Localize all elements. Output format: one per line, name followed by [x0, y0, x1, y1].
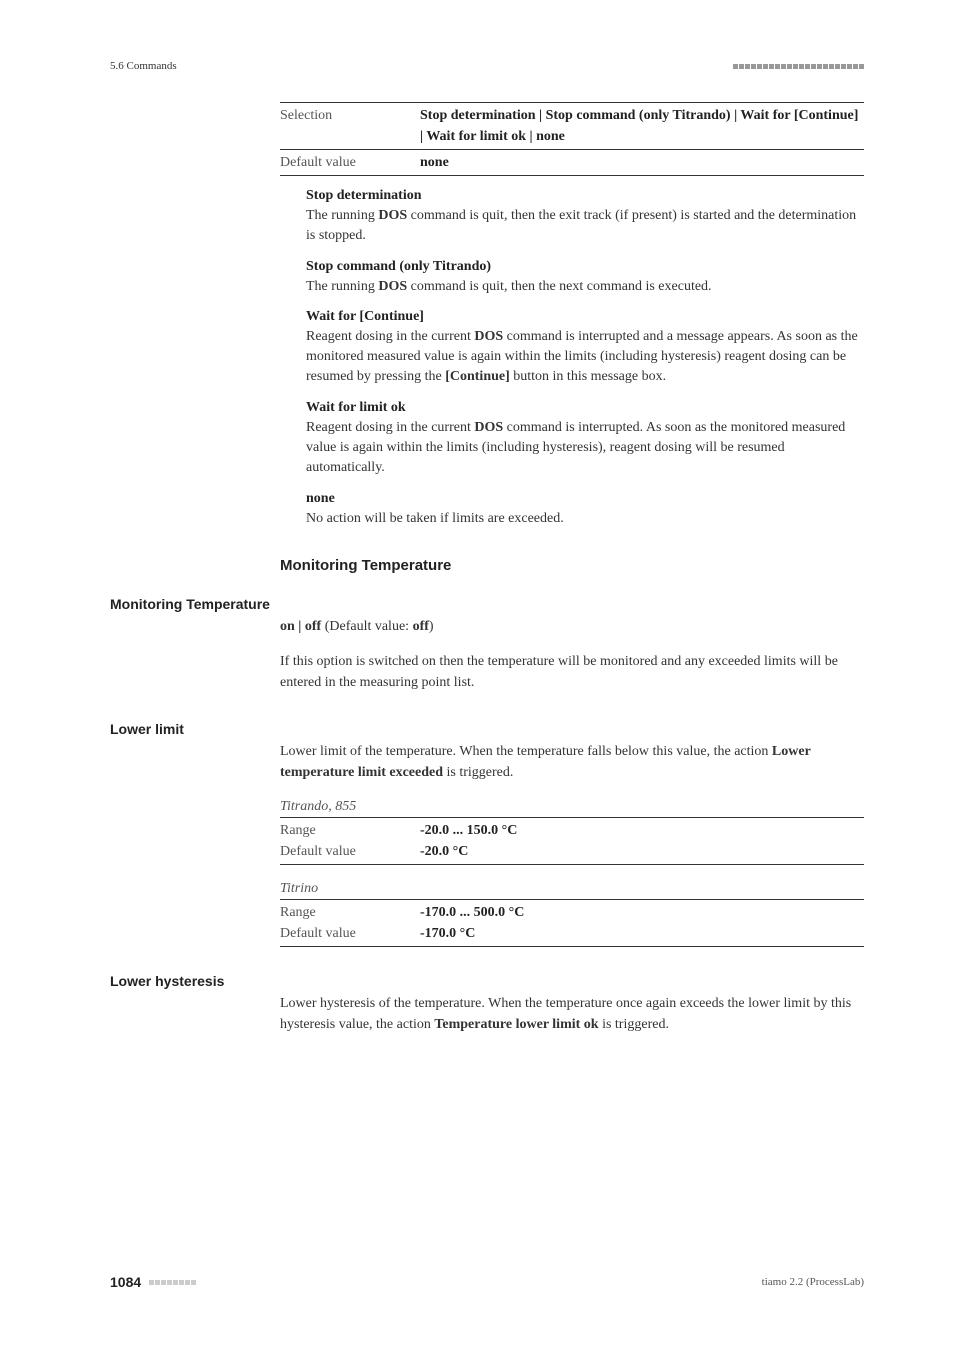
selection-row: Selection Stop determination | Stop comm… [280, 105, 864, 147]
table-divider [280, 102, 864, 103]
default-value: none [420, 152, 864, 173]
page-number: 1084 [110, 1274, 141, 1290]
footer-product: tiamo 2.2 (ProcessLab) [762, 1276, 864, 1288]
monitoring-temp-field: Monitoring Temperature on | off (Default… [110, 592, 864, 693]
lower-hysteresis-field: Lower hysteresis Lower hysteresis of the… [110, 969, 864, 1035]
definition-desc: The running DOS command is quit, then th… [306, 277, 864, 297]
monitoring-heading: Monitoring Temperature [280, 557, 864, 574]
definition-block: Stop determination The running DOS comma… [306, 188, 864, 247]
lower-limit-desc: Lower limit of the temperature. When the… [280, 741, 864, 783]
selection-label: Selection [280, 105, 420, 147]
definition-block: none No action will be taken if limits a… [306, 491, 864, 529]
device-name: Titrino [280, 881, 864, 897]
definition-desc: Reagent dosing in the current DOS comman… [306, 327, 864, 388]
page-footer: 1084 tiamo 2.2 (ProcessLab) [110, 1274, 864, 1290]
header-section: 5.6 Commands [110, 60, 177, 72]
header-decoration [733, 64, 864, 69]
definition-desc: No action will be taken if limits are ex… [306, 509, 864, 529]
definition-block: Stop command (only Titrando) The running… [306, 259, 864, 297]
monitoring-onoff: on | off (Default value: off) [280, 616, 864, 637]
definition-term: none [306, 491, 864, 507]
table-row: Default value -170.0 °C [280, 923, 864, 944]
definition-block: Wait for limit ok Reagent dosing in the … [306, 400, 864, 479]
table-row: Range -20.0 ... 150.0 °C [280, 820, 864, 841]
lower-hysteresis-desc: Lower hysteresis of the temperature. Whe… [280, 993, 864, 1035]
lower-limit-field: Lower limit Lower limit of the temperatu… [110, 717, 864, 949]
monitoring-label: Monitoring Temperature [110, 596, 280, 612]
table-divider [280, 175, 864, 176]
lower-hysteresis-label: Lower hysteresis [110, 973, 280, 989]
default-row: Default value none [280, 152, 864, 173]
definition-block: Wait for [Continue] Reagent dosing in th… [306, 309, 864, 388]
monitoring-desc: If this option is switched on then the t… [280, 651, 864, 693]
page-header: 5.6 Commands [110, 60, 864, 72]
definition-desc: Reagent dosing in the current DOS comman… [306, 418, 864, 479]
footer-decoration [149, 1280, 196, 1285]
default-label: Default value [280, 152, 420, 173]
table-row: Default value -20.0 °C [280, 841, 864, 862]
definition-term: Stop command (only Titrando) [306, 259, 864, 275]
param-table-titrando: Titrando, 855 Range -20.0 ... 150.0 °C D… [280, 799, 864, 865]
param-table-titrino: Titrino Range -170.0 ... 500.0 °C Defaul… [280, 881, 864, 947]
definition-desc: The running DOS command is quit, then th… [306, 206, 864, 247]
lower-limit-label: Lower limit [110, 721, 280, 737]
table-divider [280, 149, 864, 150]
table-row: Range -170.0 ... 500.0 °C [280, 902, 864, 923]
selection-value: Stop determination | Stop command (only … [420, 105, 864, 147]
definition-term: Stop determination [306, 188, 864, 204]
definition-term: Wait for [Continue] [306, 309, 864, 325]
device-name: Titrando, 855 [280, 799, 864, 815]
definition-term: Wait for limit ok [306, 400, 864, 416]
